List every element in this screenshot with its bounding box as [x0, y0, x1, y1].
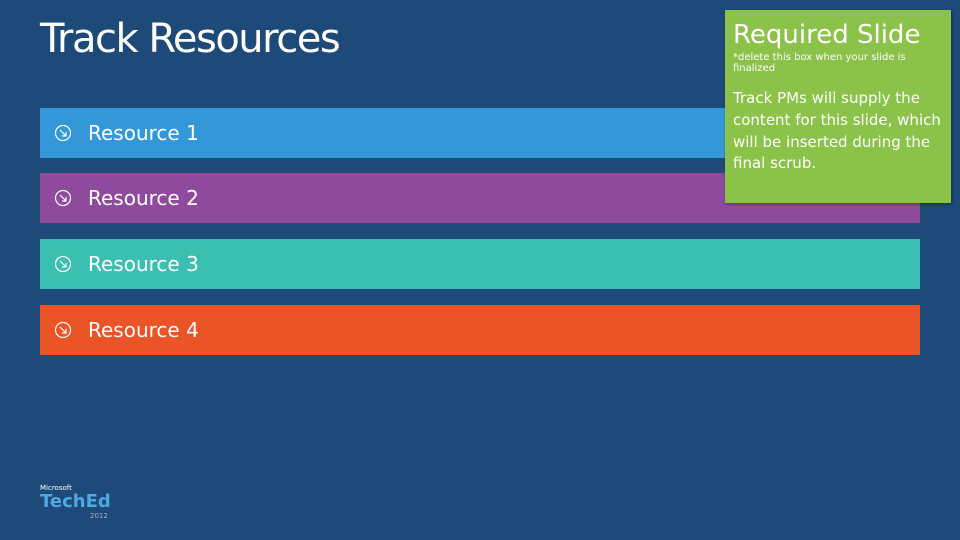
arrow-icon: [54, 321, 72, 339]
logo-company: Microsoft: [40, 484, 72, 492]
arrow-icon: [54, 124, 72, 142]
arrow-icon: [54, 189, 72, 207]
resource-bar: Resource 3: [40, 239, 920, 289]
logo-product: TechEd: [40, 491, 111, 512]
logo: Microsoft TechEd 2012: [40, 484, 111, 520]
logo-year: 2012: [90, 512, 108, 520]
arrow-icon: [54, 255, 72, 273]
note-instruction: *delete this box when your slide is fina…: [733, 52, 906, 74]
resource-label: Resource 1: [88, 121, 199, 145]
note-heading: Required Slide: [733, 20, 921, 50]
slide-title: Track Resources: [40, 16, 341, 62]
sticky-note: Required Slide *delete this box when you…: [725, 10, 951, 203]
resource-label: Resource 2: [88, 186, 199, 210]
resource-bar: Resource 4: [40, 305, 920, 355]
resource-label: Resource 4: [88, 318, 199, 342]
note-body: Track PMs will supply the content for th…: [733, 89, 941, 173]
resource-label: Resource 3: [88, 252, 199, 276]
